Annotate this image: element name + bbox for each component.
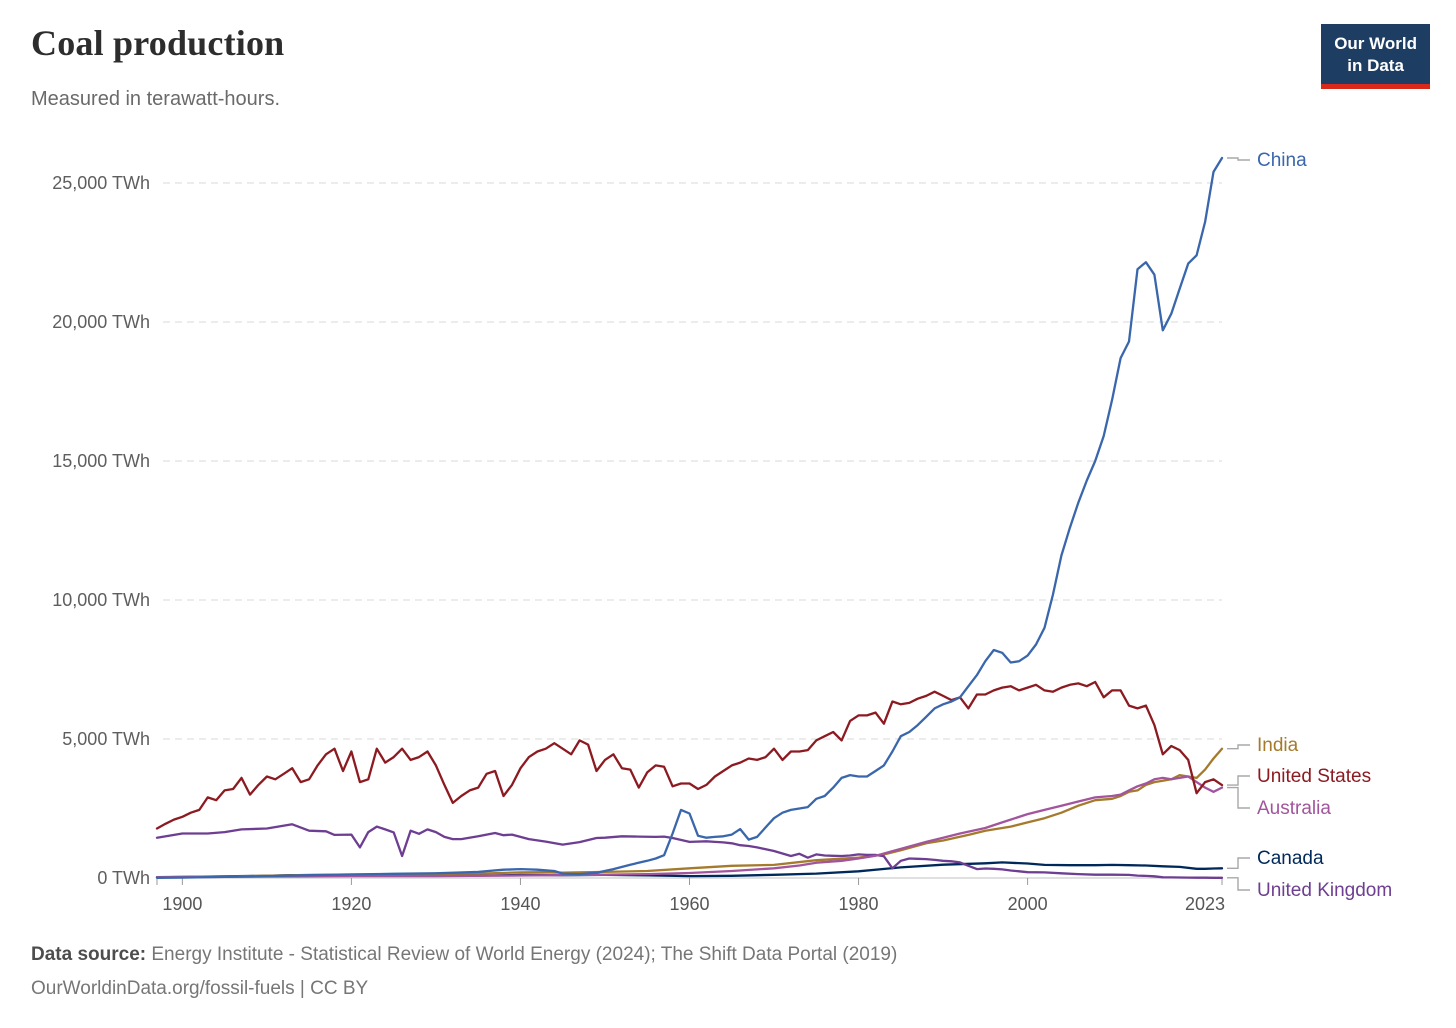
series-label-india[interactable]: India xyxy=(1257,735,1299,756)
label-connector-india xyxy=(1227,744,1250,750)
y-axis-label: 0 TWh xyxy=(97,868,150,888)
label-connector-australia xyxy=(1227,786,1250,809)
owid-logo[interactable]: Our World in Data xyxy=(1321,24,1430,89)
series-label-china[interactable]: China xyxy=(1257,150,1307,171)
label-connector-united-states xyxy=(1227,775,1250,786)
series-line-australia xyxy=(155,775,1224,879)
data-source-line: Data source: Energy Institute - Statisti… xyxy=(31,938,897,972)
series-label-canada[interactable]: Canada xyxy=(1257,848,1324,869)
footer-link[interactable]: OurWorldinData.org/fossil-fuels | CC BY xyxy=(31,978,369,999)
data-source-text: Energy Institute - Statistical Review of… xyxy=(146,944,898,965)
label-connector-canada xyxy=(1227,857,1250,869)
x-axis-label: 2000 xyxy=(1008,894,1048,914)
y-axis-label: 15,000 TWh xyxy=(52,451,150,471)
y-axis-label: 10,000 TWh xyxy=(52,590,150,610)
page-title: Coal production xyxy=(31,23,285,63)
data-source-label: Data source: xyxy=(31,944,147,965)
label-connector-china xyxy=(1227,157,1250,161)
x-axis-label: 1940 xyxy=(500,894,540,914)
y-axis-label: 20,000 TWh xyxy=(52,312,150,332)
owid-logo-line2: in Data xyxy=(1347,55,1404,75)
y-axis-label: 5,000 TWh xyxy=(62,729,150,749)
label-connector-united-kingdom xyxy=(1227,877,1250,891)
x-axis-label: 1900 xyxy=(162,894,202,914)
series-label-united-kingdom[interactable]: United Kingdom xyxy=(1257,880,1392,901)
x-axis-label: 2023 xyxy=(1185,894,1225,914)
series-line-united-states xyxy=(155,680,1224,830)
x-axis-label: 1980 xyxy=(839,894,879,914)
page-subtitle: Measured in terawatt-hours. xyxy=(31,88,281,110)
series-line-china xyxy=(155,156,1224,879)
owid-logo-line1: Our World xyxy=(1334,34,1417,53)
x-axis-label: 1960 xyxy=(669,894,709,914)
chart-footer: Data source: Energy Institute - Statisti… xyxy=(31,938,897,1006)
series-label-united-states[interactable]: United States xyxy=(1257,766,1371,787)
x-axis-label: 1920 xyxy=(331,894,371,914)
y-axis-label: 25,000 TWh xyxy=(52,173,150,193)
series-label-australia[interactable]: Australia xyxy=(1257,798,1331,819)
series-line-united-kingdom xyxy=(155,823,1224,879)
